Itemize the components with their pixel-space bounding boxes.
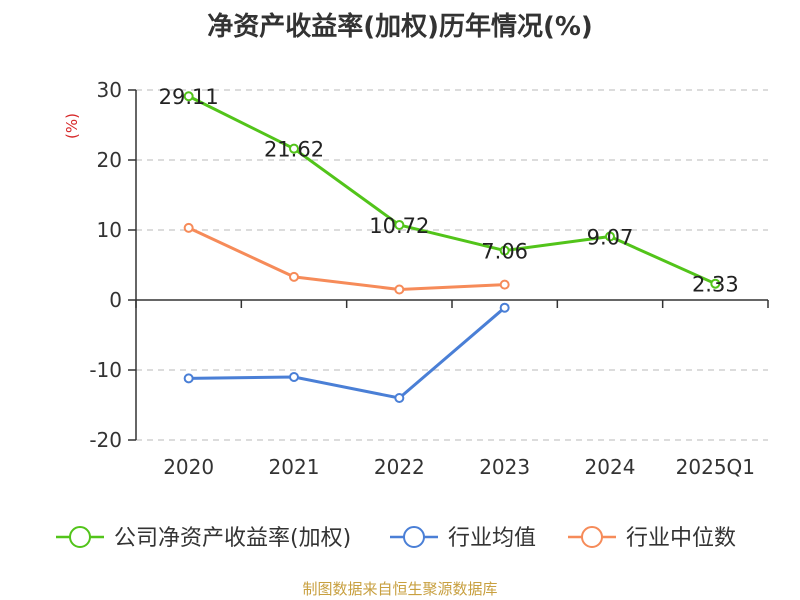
data-point — [183, 373, 194, 384]
data-label: 21.62 — [264, 138, 324, 162]
data-label: 7.06 — [481, 240, 528, 264]
source-note: 制图数据来自恒生聚源数据库 — [302, 580, 498, 598]
data-point — [394, 284, 405, 295]
legend-swatch-marker — [581, 526, 603, 548]
legend-item: 行业中位数 — [568, 526, 736, 551]
y-tick-label: 10 — [97, 218, 122, 242]
y-tick-label: 0 — [109, 288, 122, 312]
x-tick-label: 2022 — [374, 455, 425, 479]
series-line — [187, 94, 716, 286]
data-label: 29.11 — [159, 85, 219, 109]
y-tick-label: 30 — [97, 78, 122, 102]
series-line — [188, 226, 505, 291]
data-label: 2.33 — [692, 273, 739, 297]
label-layer: 29.11 21.62 10.72 7.06 9.07 2.33 — [159, 85, 739, 296]
data-point — [394, 393, 405, 403]
series-line — [188, 306, 506, 400]
x-tick-label: 2025Q1 — [676, 455, 755, 479]
data-point — [605, 231, 615, 242]
axis-layer: 30 20 10 0 -10 -20 2020 2021 2022 2023 2024 2025Q1 (… — [63, 78, 769, 479]
data-point — [394, 219, 405, 230]
data-point — [289, 271, 299, 282]
legend: 公司净资产收益率(加权) 行业均值 行业中位数 — [56, 526, 736, 551]
legend-label: 行业中位数 — [626, 526, 736, 551]
data-point — [289, 143, 299, 154]
data-point — [183, 91, 194, 102]
series-layer — [183, 91, 721, 403]
legend-item: 行业均值 — [390, 526, 536, 551]
y-axis-label: (%) — [63, 113, 81, 139]
legend-label: 行业均值 — [448, 526, 536, 551]
x-tick-label: 2020 — [163, 455, 214, 479]
data-label: 10.72 — [369, 214, 429, 238]
data-point — [499, 245, 510, 256]
data-point — [499, 279, 510, 290]
y-tick-label: -10 — [89, 358, 122, 382]
data-point — [183, 222, 194, 233]
x-tick-label: 2024 — [585, 455, 636, 479]
x-tick-label: 2021 — [269, 455, 320, 479]
x-tick-label: 2023 — [479, 455, 530, 479]
legend-item: 公司净资产收益率(加权) — [56, 526, 351, 551]
data-point — [289, 372, 299, 382]
legend-label: 公司净资产收益率(加权) — [114, 526, 351, 551]
legend-swatch-marker — [69, 526, 91, 548]
y-tick-label: 20 — [97, 148, 122, 172]
data-point — [499, 302, 510, 313]
data-label: 9.07 — [587, 226, 634, 250]
legend-swatch-marker — [403, 526, 425, 548]
y-tick-label: -20 — [89, 428, 122, 452]
data-point — [710, 278, 721, 289]
chart-title: 净资产收益率(加权)历年情况(%) — [207, 12, 593, 42]
